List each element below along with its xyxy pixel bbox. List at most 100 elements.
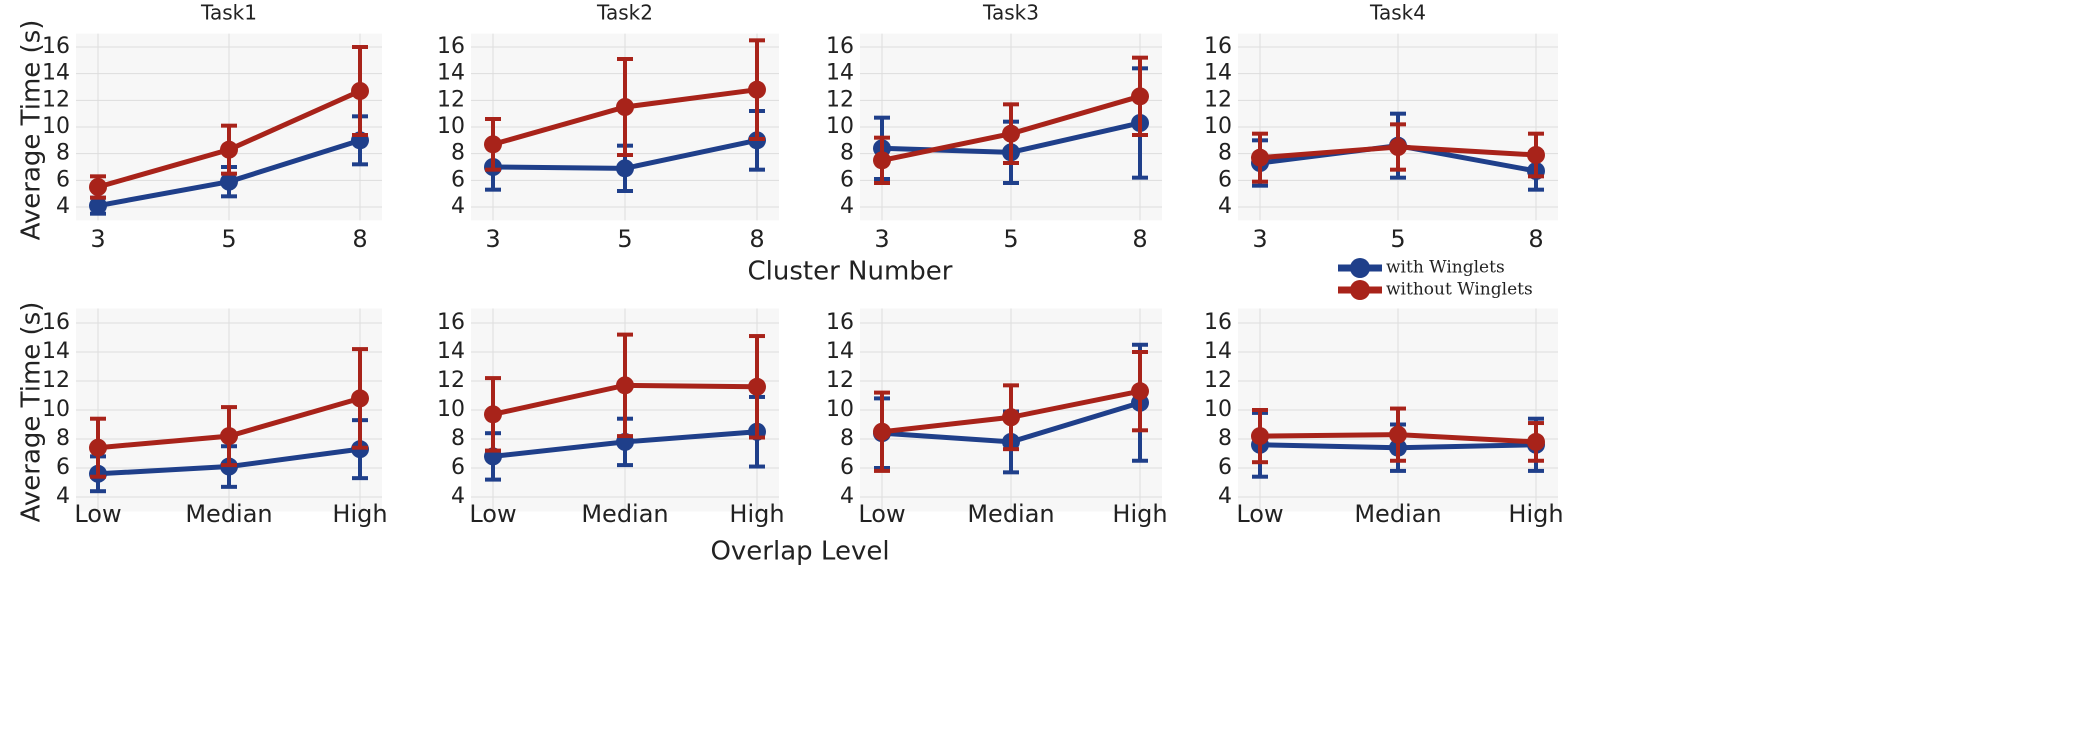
y-tick-label: 8 <box>56 426 70 451</box>
y-tick-label: 4 <box>451 484 465 509</box>
y-tick-label: 16 <box>437 34 465 59</box>
marker <box>616 98 634 116</box>
y-tick-label: 16 <box>437 310 465 335</box>
y-tick-label: 6 <box>56 167 70 192</box>
y-tick-label: 6 <box>451 167 465 192</box>
marker <box>89 196 107 215</box>
y-tick-label: 4 <box>840 194 854 219</box>
y-tick-label: 10 <box>437 397 465 422</box>
marker <box>1389 425 1407 444</box>
y-tick-label: 4 <box>840 484 854 509</box>
x-tick-label: 5 <box>1003 225 1018 253</box>
marker <box>1131 382 1149 401</box>
marker <box>484 405 502 424</box>
y-tick-label: 16 <box>42 34 70 59</box>
y-tick-label: 6 <box>1218 167 1232 192</box>
x-tick-label: Low <box>74 500 121 528</box>
y-tick-label: 10 <box>1204 397 1232 422</box>
x-tick-label: Low <box>858 500 905 528</box>
y-tick-label: 6 <box>840 167 854 192</box>
marker <box>748 377 766 396</box>
y-tick-label: 10 <box>826 397 854 422</box>
y-tick-label: 6 <box>1218 455 1232 480</box>
y-tick-label: 6 <box>451 455 465 480</box>
y-tick-label: 6 <box>56 455 70 480</box>
x-tick-label: 3 <box>1252 225 1267 253</box>
y-tick-label: 12 <box>1204 368 1232 393</box>
marker <box>220 140 238 159</box>
x-tick-label: 5 <box>1390 225 1405 253</box>
y-tick-label: 12 <box>437 368 465 393</box>
y-tick-label: 12 <box>42 368 70 393</box>
x-tick-label: 8 <box>1528 225 1543 253</box>
x-tick-label: Low <box>469 500 516 528</box>
panel-title: Task3 <box>982 1 1039 25</box>
marker <box>89 438 107 457</box>
y-tick-label: 8 <box>840 141 854 166</box>
x-tick-label: Median <box>967 500 1054 528</box>
y-tick-label: 8 <box>1218 426 1232 451</box>
x-tick-label: High <box>1508 500 1563 528</box>
marker <box>1251 427 1269 446</box>
y-tick-label: 4 <box>1218 194 1232 219</box>
x-tick-label: 8 <box>749 225 764 253</box>
y-tick-label: 10 <box>437 114 465 139</box>
y-tick-label: 4 <box>56 194 70 219</box>
y-tick-label: 14 <box>437 61 465 86</box>
y-tick-label: 14 <box>1204 61 1232 86</box>
marker <box>1002 124 1020 143</box>
marker <box>89 178 107 196</box>
y-tick-label: 16 <box>826 310 854 335</box>
x-tick-label: 3 <box>874 225 889 253</box>
y-tick-label: 4 <box>56 484 70 509</box>
legend-marker <box>1350 258 1370 278</box>
x-tick-label: High <box>1112 500 1167 528</box>
y-tick-label: 4 <box>451 194 465 219</box>
legend-label: without Winglets <box>1386 280 1533 300</box>
marker <box>616 159 634 178</box>
marker <box>1002 408 1020 427</box>
marker <box>351 82 369 100</box>
y-axis-label: Average Time (s) <box>17 302 47 523</box>
legend-label: with Winglets <box>1386 258 1505 278</box>
marker <box>1131 87 1149 106</box>
marker <box>484 135 502 154</box>
x-tick-label: 5 <box>617 225 632 253</box>
marker <box>1527 432 1545 451</box>
x-tick-label: High <box>332 500 387 528</box>
y-tick-label: 8 <box>1218 141 1232 166</box>
legend-marker <box>1350 280 1370 300</box>
y-tick-label: 16 <box>1204 34 1232 59</box>
panel-title: Task4 <box>1369 1 1426 25</box>
y-tick-label: 12 <box>42 87 70 112</box>
y-tick-label: 10 <box>826 114 854 139</box>
marker <box>748 80 766 99</box>
y-tick-label: 6 <box>840 455 854 480</box>
y-tick-label: 12 <box>826 87 854 112</box>
marker <box>616 376 634 395</box>
y-tick-label: 10 <box>1204 114 1232 139</box>
y-tick-label: 14 <box>437 339 465 364</box>
x-tick-label: 3 <box>485 225 500 253</box>
y-tick-label: 16 <box>1204 310 1232 335</box>
marker <box>1527 146 1545 164</box>
y-tick-label: 14 <box>42 61 70 86</box>
x-tick-label: High <box>729 500 784 528</box>
marker <box>220 172 238 191</box>
y-tick-label: 12 <box>826 368 854 393</box>
y-tick-label: 14 <box>826 339 854 364</box>
marker <box>873 422 891 441</box>
x-tick-label: Median <box>581 500 668 528</box>
y-tick-label: 14 <box>42 339 70 364</box>
y-tick-label: 14 <box>826 61 854 86</box>
x-tick-label: 8 <box>352 225 367 253</box>
x-tick-label: Median <box>185 500 272 528</box>
y-tick-label: 12 <box>1204 87 1232 112</box>
marker <box>220 427 238 446</box>
x-tick-label: Median <box>1354 500 1441 528</box>
y-tick-label: 10 <box>42 397 70 422</box>
y-tick-label: 10 <box>42 114 70 139</box>
panel-title: Task1 <box>200 1 257 25</box>
y-axis-label: Average Time (s) <box>17 20 47 241</box>
